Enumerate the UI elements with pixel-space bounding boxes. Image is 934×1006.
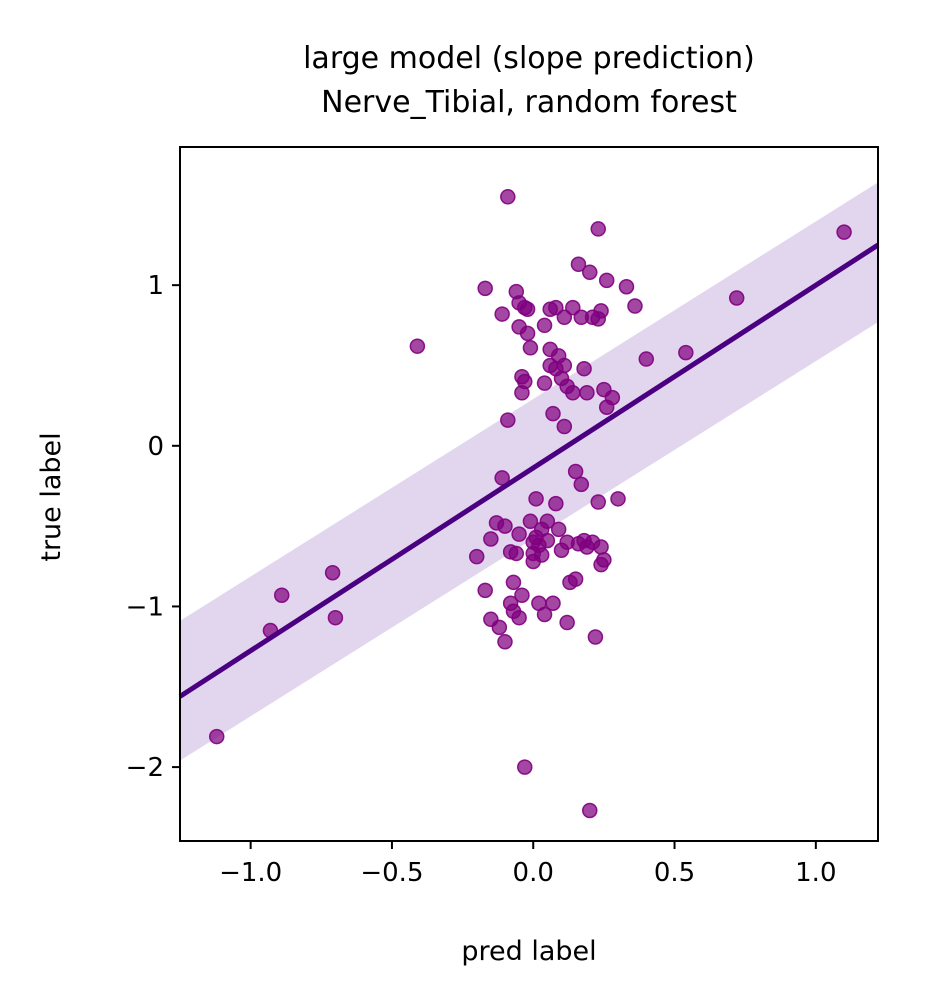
data-point — [494, 470, 510, 486]
y-tick-label: 1 — [147, 271, 164, 301]
data-point — [508, 545, 525, 562]
data-point — [556, 418, 573, 435]
data-point — [511, 609, 527, 626]
data-point — [559, 614, 575, 631]
data-point — [582, 264, 598, 281]
data-point — [536, 317, 553, 334]
data-point — [327, 609, 344, 626]
data-point — [528, 491, 544, 507]
data-point — [610, 491, 626, 507]
data-point — [500, 189, 516, 205]
data-point — [565, 299, 581, 316]
data-point — [728, 290, 745, 306]
chart-title-line-2: Nerve_Tibial, random forest — [321, 85, 737, 120]
data-point — [273, 587, 290, 603]
data-point — [573, 476, 590, 493]
y-tick-label: 0 — [147, 432, 164, 462]
data-point — [519, 325, 536, 342]
x-ticks: −1.0 −0.5 0.0 0.5 1.0 — [219, 841, 837, 888]
data-point — [550, 521, 567, 538]
data-point — [517, 759, 533, 775]
regression-line — [178, 242, 880, 699]
data-point — [536, 606, 553, 623]
data-point — [836, 224, 852, 240]
data-point — [522, 340, 539, 356]
data-point — [596, 552, 612, 568]
x-tick-label: 0.0 — [513, 858, 554, 888]
data-point — [517, 373, 533, 390]
data-point — [678, 344, 694, 361]
data-point — [567, 571, 584, 587]
data-point — [593, 303, 609, 319]
x-tick-label: −0.5 — [360, 858, 423, 888]
data-point — [409, 338, 426, 354]
data-point — [477, 582, 493, 599]
points-layer — [208, 189, 852, 819]
data-point — [500, 412, 516, 428]
data-point — [590, 221, 606, 237]
regression-line-layer — [178, 242, 880, 699]
data-point — [593, 539, 609, 555]
chart-title-line-1: large model (slope prediction) — [303, 41, 755, 76]
data-point — [565, 385, 581, 401]
data-point — [208, 728, 225, 745]
y-axis-label: true label — [36, 432, 67, 561]
data-point — [556, 357, 573, 374]
data-point — [519, 301, 536, 318]
data-point — [511, 526, 527, 542]
data-point — [590, 494, 606, 510]
data-point — [539, 532, 556, 549]
data-point — [548, 299, 564, 316]
data-point — [582, 802, 598, 819]
data-point — [638, 351, 655, 367]
data-point — [536, 375, 553, 391]
data-point — [505, 574, 522, 591]
data-point — [468, 548, 485, 565]
data-point — [324, 564, 341, 581]
data-point — [497, 518, 513, 534]
data-point — [579, 385, 595, 401]
data-point — [514, 587, 530, 603]
data-point — [491, 619, 508, 636]
data-point — [556, 309, 573, 326]
data-point — [627, 298, 643, 314]
x-tick-label: −1.0 — [219, 858, 282, 888]
data-point — [618, 279, 635, 295]
data-point — [494, 306, 510, 322]
data-point — [497, 634, 513, 650]
x-tick-label: 1.0 — [795, 858, 836, 888]
data-point — [545, 595, 561, 611]
data-point — [522, 513, 539, 530]
data-point — [587, 629, 604, 645]
x-tick-label: 0.5 — [654, 858, 695, 888]
axes-frame — [179, 146, 879, 842]
data-point — [483, 531, 499, 547]
data-point — [545, 405, 561, 422]
data-point — [539, 513, 556, 530]
y-ticks: −2 −1 0 1 — [126, 271, 180, 783]
data-point — [604, 389, 621, 406]
y-tick-label: −1 — [126, 592, 164, 622]
x-axis-label: pred label — [461, 936, 596, 967]
data-point — [570, 256, 587, 273]
data-point — [548, 495, 564, 512]
data-point — [477, 280, 493, 297]
data-point — [576, 360, 592, 377]
data-point — [567, 463, 584, 480]
data-point — [533, 547, 550, 563]
y-tick-label: −2 — [126, 753, 164, 783]
data-point — [598, 272, 615, 289]
